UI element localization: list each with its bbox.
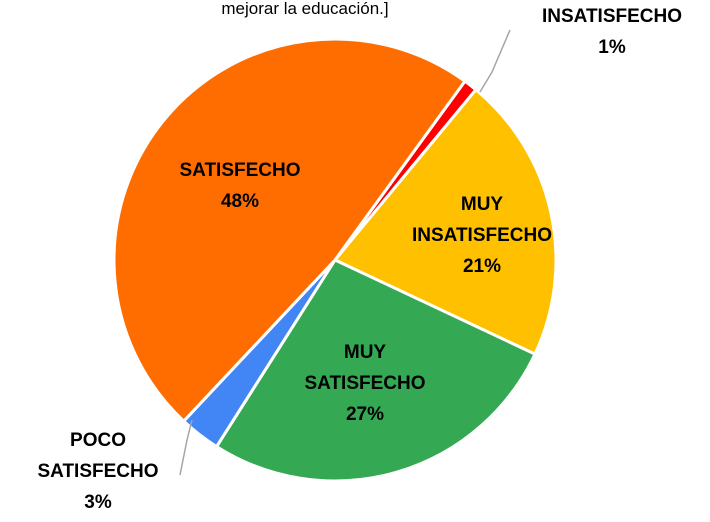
- slice-value-label: 27%: [346, 404, 384, 425]
- pie-slice: [214, 258, 537, 483]
- slice-label: INSATISFECHO: [542, 6, 682, 27]
- slice-value-label: 1%: [598, 37, 626, 58]
- slice-label: MUY INSATISFECHO: [412, 194, 552, 246]
- pie-slice: [112, 37, 467, 424]
- slice-value-label: 21%: [463, 256, 501, 277]
- slice-label: MUY SATISFECHO: [304, 342, 425, 394]
- slice-value-label: 48%: [221, 191, 259, 212]
- leader-line: [479, 29, 511, 93]
- leader-line: [179, 419, 193, 476]
- slice-label: SATISFECHO: [179, 160, 300, 181]
- slice-value-label: 3%: [84, 492, 112, 513]
- chart-title: mejorar la educación.]: [221, 0, 388, 18]
- slice-label: POCO SATISFECHO: [37, 430, 158, 482]
- pie-slice: [332, 87, 558, 357]
